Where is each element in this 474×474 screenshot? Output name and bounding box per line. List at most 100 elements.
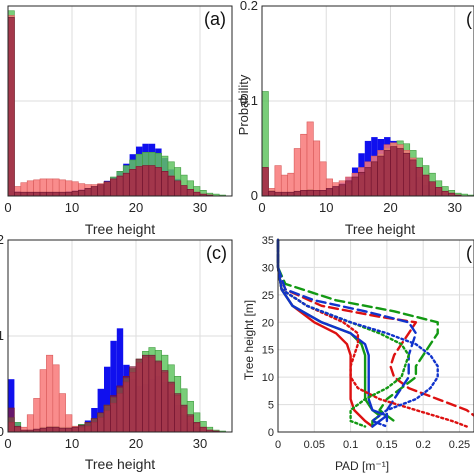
panel-0-series-maroon-bar-1 [14, 191, 22, 197]
panel-1-series-maroon-bar-15 [358, 171, 366, 197]
panel-2-series-salmon-bar-6 [46, 354, 54, 433]
panel-0-series-maroon-bar-7 [52, 191, 60, 197]
panel-2-series-maroon-bar-10 [71, 426, 79, 433]
panel-0-series-maroon-bar-18 [122, 172, 130, 197]
panel-0-series-maroon-bar-5 [39, 191, 47, 197]
panel-2-series-salmon-bar-8 [58, 393, 66, 433]
panel-2-series-blue-bar-15 [104, 366, 111, 432]
panel-3-line-blue_line-dashed [276, 238, 418, 423]
panel-1-xtick-1: 10 [319, 200, 333, 215]
panel-1-series-maroon-bar-27 [435, 187, 443, 197]
panel-0-series-maroon-bar-3 [26, 191, 34, 197]
panel-1-series-maroon-bar-21 [396, 148, 404, 197]
panel-2-series-maroon-bar-24 [161, 370, 169, 433]
panel-2-series-blue-bar-14 [97, 388, 104, 432]
panel-2-series-maroon-bar-26 [174, 393, 182, 433]
panel-3-ytick-1: 5 [268, 400, 274, 412]
panel-1-series-maroon-bar-12 [338, 184, 346, 197]
panel-2-series-maroon-bar-11 [78, 424, 86, 433]
panel-2-frame [7, 239, 233, 433]
panel-2-series-maroon-bar-29 [193, 422, 201, 433]
panel-3-ytick-0: 0 [268, 427, 274, 439]
panel-1-series-salmon-bar-8 [313, 140, 321, 197]
panel-b-label: ( [466, 9, 472, 29]
panel-d-label: ( [466, 243, 472, 263]
panel-0-series-maroon-bar-14 [97, 184, 105, 197]
panel-0-series-maroon-bar-29 [193, 191, 201, 197]
panel-1-series-maroon-bar-0 [261, 167, 269, 197]
panel-1-series-maroon-bar-18 [377, 155, 385, 197]
panel-c-xlabel: Tree height [85, 456, 155, 472]
panel-1-series-maroon-bar-25 [422, 174, 430, 197]
panel-0-xtick-0: 0 [4, 200, 11, 215]
panel-2-series-maroon-bar-28 [186, 414, 194, 433]
panel-2-series-maroon-bar-9 [65, 427, 73, 433]
panel-a: 0 10 20 30 [4, 5, 233, 215]
panel-0-series-maroon-bar-27 [180, 185, 188, 197]
panel-2-ytick-2: 0 [0, 424, 4, 439]
panel-2-series-maroon-bar-23 [154, 360, 162, 433]
panel-3-xtick-0: 0 [275, 439, 281, 451]
panel-2-xtick-0: 0 [4, 436, 11, 451]
panel-2-series-maroon-bar-22 [148, 354, 156, 433]
panel-1-series-maroon-bar-17 [370, 161, 378, 197]
panel-3-xtick-1: 0.05 [304, 439, 325, 451]
panel-1-series-maroon-bar-11 [332, 186, 340, 197]
panel-a-xlabel: Tree height [85, 221, 155, 237]
panel-2-xtick-3: 30 [193, 436, 207, 451]
panel-1-series-maroon-bar-6 [300, 190, 308, 197]
panel-b-ylabel: Probability [236, 74, 251, 135]
panel-2-series-salmon-bar-3 [26, 414, 34, 433]
panel-c-label: (c) [206, 243, 227, 263]
panel-1-series-maroon-bar-16 [364, 167, 372, 197]
panel-1-series-maroon-bar-1 [268, 190, 276, 197]
panel-2-series-maroon-bar-20 [135, 358, 143, 433]
panel-1-series-salmon-bar-6 [300, 133, 308, 197]
panel-0-series-maroon-bar-10 [71, 190, 79, 197]
panel-0-series-maroon-bar-16 [110, 178, 118, 197]
panel-1-series-maroon-bar-9 [319, 190, 327, 197]
panel-3-frame [277, 239, 474, 433]
panel-0-series-maroon-bar-8 [58, 191, 66, 197]
panel-3-ytick-4: 20 [262, 317, 274, 329]
panel-3-xtick-2: 0.1 [343, 439, 358, 451]
panel-0-series-maroon-bar-21 [142, 165, 150, 197]
panel-3-line-red_line-solid [276, 238, 374, 428]
panel-b: 0 10 20 30 0 0.1 0.2 [240, 0, 474, 215]
panel-1-xtick-2: 20 [383, 200, 397, 215]
panel-1-series-maroon-bar-23 [409, 159, 417, 197]
panel-1-series-maroon-bar-7 [306, 190, 314, 197]
panel-0-series-maroon-bar-17 [116, 175, 124, 197]
panel-0-frame [7, 5, 233, 197]
panel-3-xtick-3: 0.15 [376, 439, 397, 451]
panel-2-xtick-1: 10 [65, 436, 79, 451]
panel-2-series-maroon-bar-18 [122, 376, 130, 433]
panel-0-series-maroon-bar-19 [129, 169, 137, 197]
panel-d: 0 0.05 0.1 0.15 0.2 0.25 0 5 10 15 20 25 30 35 [262, 235, 474, 451]
panel-2-series-maroon-bar-19 [129, 366, 137, 433]
panel-1-series-maroon-bar-10 [325, 188, 333, 197]
panel-3-ytick-2: 10 [262, 372, 274, 384]
panel-0-series-maroon-bar-22 [148, 165, 156, 197]
panel-0-series-maroon-bar-0 [7, 17, 15, 197]
panel-1-xtick-0: 0 [258, 200, 265, 215]
panel-3-ytick-3: 15 [262, 345, 274, 357]
panel-1-series-salmon-bar-7 [306, 121, 314, 197]
panel-2-series-maroon-bar-8 [58, 427, 66, 433]
panel-0-series-maroon-bar-24 [161, 171, 169, 197]
panel-3-line-blue_line-solid [276, 238, 389, 428]
panel-0-series-maroon-bar-6 [46, 191, 54, 197]
panel-2-series-blue-bar-16 [110, 340, 117, 432]
panel-0-series-maroon-bar-2 [20, 191, 28, 197]
panel-1-ytick-2: 0.2 [240, 0, 258, 13]
panel-1-series-maroon-bar-5 [293, 190, 301, 197]
panel-1-series-maroon-bar-19 [383, 150, 391, 197]
panel-1-series-maroon-bar-3 [280, 191, 288, 197]
panel-0-series-maroon-bar-26 [174, 180, 182, 197]
panel-1-series-maroon-bar-20 [390, 146, 398, 197]
panel-1-series-maroon-bar-2 [274, 191, 282, 197]
panel-d-xlabel: PAD [m⁻¹] [335, 459, 389, 473]
panel-0-series-maroon-bar-20 [135, 166, 143, 197]
panel-1-series-maroon-bar-26 [428, 181, 436, 197]
panel-2-series-maroon-bar-27 [180, 404, 188, 433]
